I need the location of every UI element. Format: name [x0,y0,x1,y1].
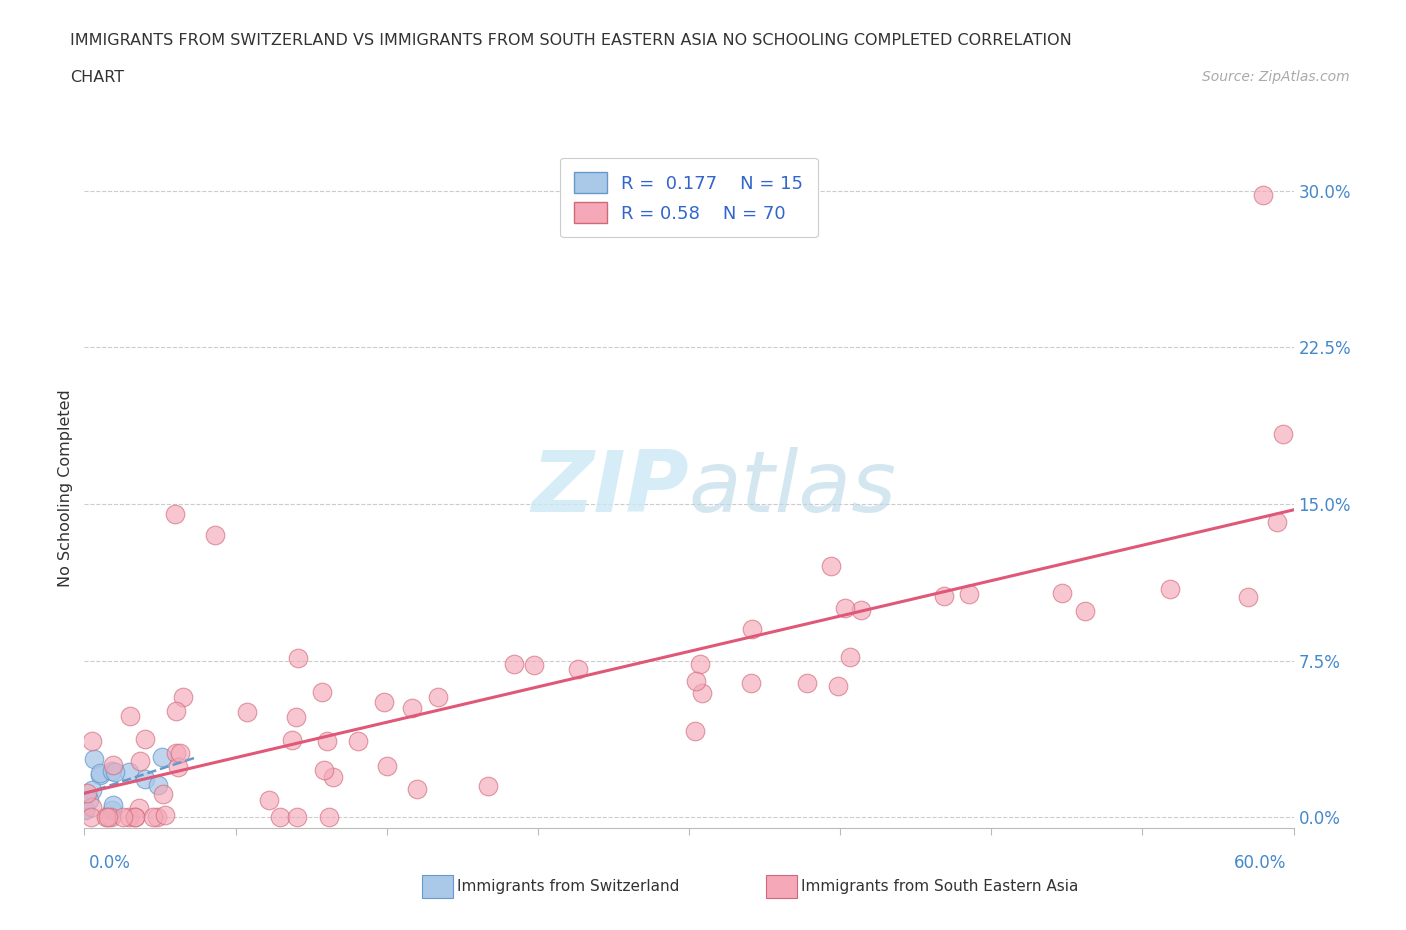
Point [169,746,191,761]
Point [322,769,344,784]
Point [236,704,259,719]
Point [146,777,169,792]
Point [134,771,156,786]
Point [1265,515,1288,530]
Point [155,807,177,822]
Point [373,695,395,710]
Text: Immigrants from Switzerland: Immigrants from Switzerland [457,879,679,894]
Point [269,810,291,825]
Point [82,783,104,798]
Point [165,746,187,761]
Point [167,760,190,775]
Point [740,675,762,690]
Point [567,661,589,676]
Legend: R =  0.177    N = 15, R = 0.58    N = 70: R = 0.177 N = 15, R = 0.58 N = 70 [560,158,818,237]
Point [315,734,337,749]
Point [287,651,309,666]
Point [427,689,450,704]
Text: Immigrants from South Eastern Asia: Immigrants from South Eastern Asia [801,879,1078,894]
Point [932,589,955,604]
Point [103,797,125,812]
Point [312,763,335,777]
Point [957,586,980,601]
Point [1159,581,1181,596]
Point [523,658,546,672]
Point [318,810,340,825]
Point [1052,586,1074,601]
Text: CHART: CHART [70,70,124,85]
Point [128,754,150,769]
Point [89,768,111,783]
Point [124,810,146,825]
Point [80,810,103,825]
Point [94,810,117,825]
Point [152,787,174,802]
Point [165,507,187,522]
Point [685,724,707,738]
Point [1271,426,1294,441]
Point [834,601,856,616]
Point [150,750,173,764]
Point [118,709,141,724]
Point [1251,187,1274,202]
Point [689,657,711,671]
Point [204,528,226,543]
Point [257,792,280,807]
Point [281,732,304,747]
Point [97,810,120,825]
Point [165,703,187,718]
Point [284,710,307,724]
Point [76,786,98,801]
Point [118,764,141,779]
Point [77,792,100,807]
Point [849,603,872,618]
Point [83,751,105,766]
Point [401,701,423,716]
Text: atlas: atlas [689,446,897,530]
Point [75,803,97,817]
Point [477,778,499,793]
Point [820,558,842,573]
Point [347,734,370,749]
Point [796,675,818,690]
Text: 60.0%: 60.0% [1234,854,1286,871]
Point [100,803,122,817]
Point [142,810,165,825]
Point [80,734,103,749]
Point [838,649,860,664]
Point [103,757,125,772]
Point [104,764,127,779]
Point [377,759,399,774]
Text: ZIP: ZIP [531,446,689,530]
Text: Source: ZipAtlas.com: Source: ZipAtlas.com [1202,70,1350,84]
Point [311,684,333,699]
Text: IMMIGRANTS FROM SWITZERLAND VS IMMIGRANTS FROM SOUTH EASTERN ASIA NO SCHOOLING C: IMMIGRANTS FROM SWITZERLAND VS IMMIGRANT… [70,33,1071,47]
Y-axis label: No Schooling Completed: No Schooling Completed [58,390,73,587]
Point [406,781,429,796]
Point [827,679,849,694]
Point [80,800,103,815]
Point [685,673,707,688]
Point [285,810,308,825]
Point [128,801,150,816]
Point [1073,604,1095,618]
Point [503,657,526,671]
Point [741,622,763,637]
Point [1236,590,1258,604]
Point [101,764,124,778]
Point [117,810,139,825]
Point [690,685,713,700]
Point [146,810,169,825]
Point [134,731,156,746]
Point [73,802,96,817]
Point [111,810,134,825]
Point [172,690,194,705]
Point [89,766,111,781]
Point [124,810,146,825]
Point [100,810,122,825]
Text: 0.0%: 0.0% [89,854,131,871]
